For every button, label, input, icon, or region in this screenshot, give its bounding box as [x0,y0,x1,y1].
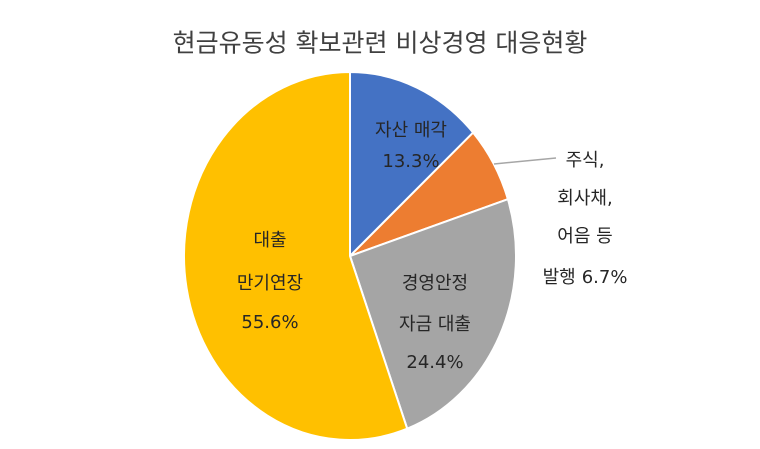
data-label-category: 자금 대출 [399,314,471,335]
data-label-category: 만기연장 [237,273,303,294]
data-label: 13.3% [382,151,439,172]
data-label-category: 주식, [566,150,605,171]
leader-lines [493,157,557,165]
data-label: 회사채, [557,188,612,209]
data-label: 만기연장 [237,273,303,294]
data-label-category: 대출 [253,230,286,251]
data-label-value: 24.4% [406,352,463,373]
data-label: 어음 등 [557,226,612,247]
data-label: 55.6% [241,312,298,333]
data-label-category: 발행 [543,267,576,288]
data-label: 경영안정 [402,273,468,294]
data-label: 발행 6.7% [543,267,628,288]
data-label: 대출 [253,230,286,251]
data-label-category: 자산 매각 [375,120,447,141]
pie-slice-2 [349,198,518,430]
data-label-value: 6.7% [582,267,628,288]
data-label-category: 경영안정 [402,273,468,294]
data-label-category: 회사채, [557,188,612,209]
pie-slice-3 [183,71,409,441]
data-label: 주식, [566,150,605,171]
data-label: 자금 대출 [399,314,471,335]
data-label-value: 13.3% [382,151,439,172]
pie-slices [183,71,518,441]
pie-slice-0 [349,71,475,257]
data-label-value: 55.6% [241,312,298,333]
data-label: 자산 매각 [375,120,447,141]
data-label-category: 어음 등 [557,226,612,247]
chart-title: 현금유동성 확보관련 비상경영 대응현황 [173,29,588,58]
leader-line [493,157,557,165]
data-label: 24.4% [406,352,463,373]
